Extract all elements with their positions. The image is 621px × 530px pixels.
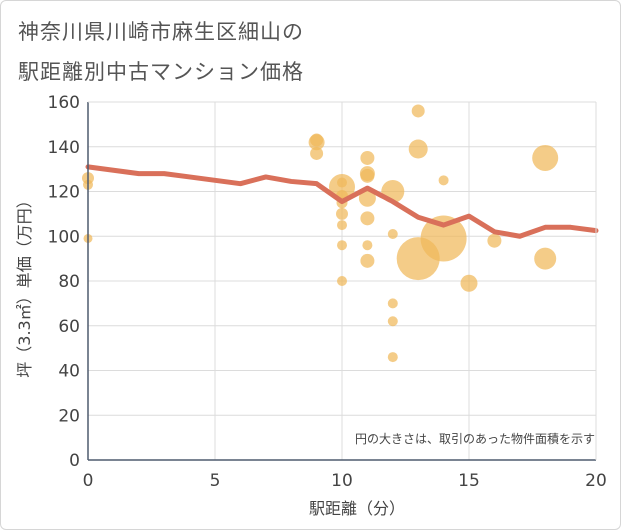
bubble-point — [487, 233, 502, 248]
bubble-point — [534, 247, 557, 270]
bubble-point — [532, 144, 559, 171]
x-tick-label: 0 — [83, 471, 94, 491]
bubble-size-note: 円の大きさは、取引のあった物件面積を示す — [355, 431, 595, 446]
bubble-point — [329, 174, 355, 201]
x-tick-label: 5 — [210, 471, 221, 491]
bubble-point — [310, 146, 324, 160]
y-tick-label: 160 — [48, 93, 80, 113]
bubble-point — [387, 229, 398, 240]
x-tick-label: 15 — [458, 471, 480, 491]
y-tick-label: 0 — [69, 451, 80, 471]
tick-labels: 0 20 40 60 80 100 120 140 160 0 5 10 15 20 — [48, 93, 607, 491]
bubble-point — [362, 240, 373, 251]
axes — [87, 101, 597, 461]
y-axis-label: 坪（3.3㎡）単価（万円） — [15, 192, 34, 377]
trend-line-layer — [85, 164, 599, 239]
bubble-point — [337, 276, 347, 286]
bubble-point — [387, 352, 398, 363]
x-axis-label: 駅距離（分） — [309, 499, 405, 518]
bubble-point — [336, 207, 348, 220]
bubble-point — [387, 316, 398, 327]
bubble-point — [408, 139, 428, 159]
y-tick-label: 60 — [58, 317, 80, 337]
x-tick-label: 20 — [585, 471, 607, 491]
y-tick-label: 100 — [48, 227, 80, 247]
bubble-point — [360, 211, 375, 226]
y-tick-label: 20 — [58, 406, 80, 426]
y-tick-label: 80 — [58, 272, 80, 292]
bubble-point — [420, 215, 467, 262]
bubble-point — [360, 253, 375, 268]
bubble-point — [360, 168, 375, 183]
y-tick-label: 40 — [58, 362, 80, 382]
bubble-point — [360, 150, 375, 165]
x-tick-label: 10 — [331, 471, 353, 491]
bubble-point — [358, 189, 376, 207]
average-price-line — [85, 164, 599, 239]
bubble-point — [387, 298, 398, 309]
chart-title-line-2: 駅距離別中古マンション価格 — [18, 60, 304, 84]
chart-title-line-1: 神奈川県川崎市麻生区細山の — [18, 20, 304, 44]
bubble-point — [411, 104, 425, 118]
y-tick-label: 140 — [48, 138, 80, 158]
bubble-point — [337, 220, 347, 231]
bubbles — [82, 104, 559, 363]
bubble-point — [337, 240, 347, 251]
bubble-point — [438, 175, 449, 186]
y-tick-label: 120 — [48, 183, 80, 203]
bubble-point — [460, 274, 478, 292]
bubble-point — [308, 134, 325, 151]
